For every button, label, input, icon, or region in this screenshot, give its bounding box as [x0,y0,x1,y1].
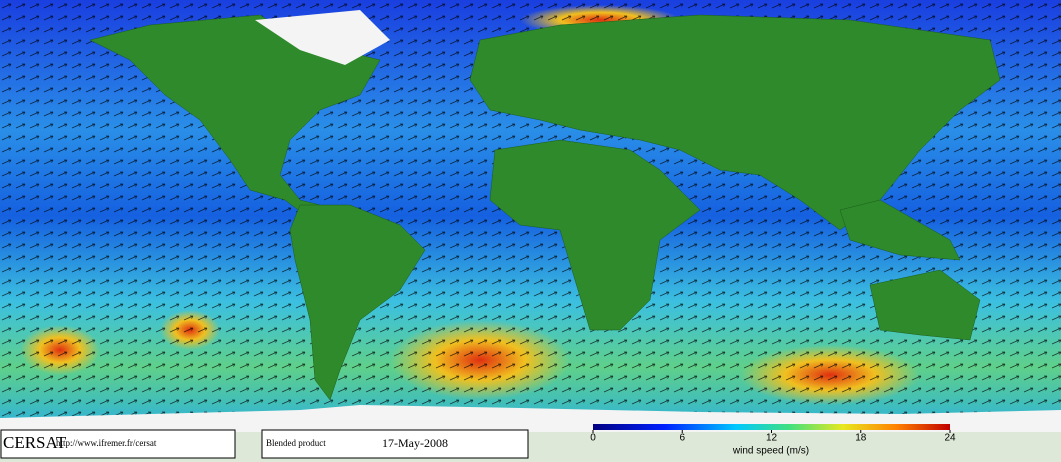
colorbar-tick-label: 18 [855,433,867,444]
continents [89,14,1001,401]
colorbar-label: wind speed (m/s) [732,446,809,457]
colorbar-tick-label: 6 [679,433,685,444]
logo-box [0,429,236,459]
colorbar-tick-label: 12 [766,433,778,444]
colorbar [593,424,950,430]
product: Blended product [266,438,326,448]
date: 17-May-2008 [382,436,448,450]
url: http://www.ifremer.fr/cersat [56,438,157,448]
logo: CERSAT [3,433,67,452]
colorbar-ticks: 0 6 12 18 24 [590,430,956,444]
colorbar-tick-label: 24 [944,433,956,444]
colorbar-tick-label: 0 [590,433,596,444]
product-box [261,429,529,459]
